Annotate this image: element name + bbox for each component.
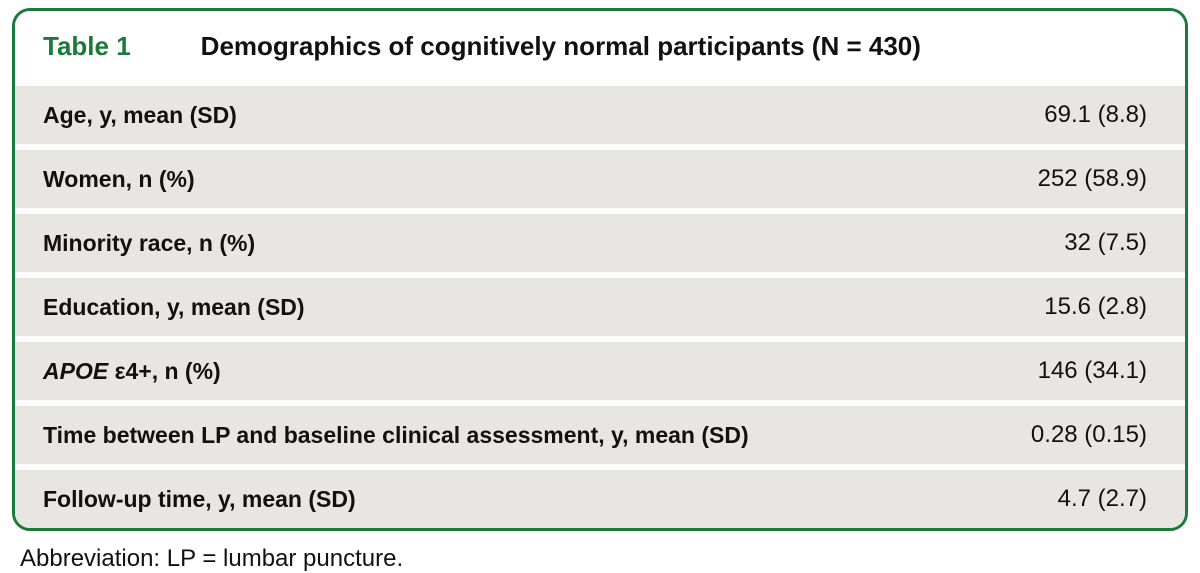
table-row: APOE ε4+, n (%) 146 (34.1) [15, 336, 1185, 400]
table-row: Minority race, n (%) 32 (7.5) [15, 208, 1185, 272]
table-row-label: Age, y, mean (SD) [43, 102, 237, 129]
table-label: Table 1 [43, 31, 131, 62]
page: Table 1 Demographics of cognitively norm… [0, 0, 1200, 553]
table-row: Follow-up time, y, mean (SD) 4.7 (2.7) [15, 464, 1185, 528]
table-row-value: 32 (7.5) [1064, 229, 1157, 257]
table-row-label: Women, n (%) [43, 166, 195, 193]
table-row-label: Minority race, n (%) [43, 230, 255, 257]
table-row: Age, y, mean (SD) 69.1 (8.8) [15, 84, 1185, 144]
table-body: Age, y, mean (SD) 69.1 (8.8) Women, n (%) 2… [15, 84, 1185, 528]
table-row-label: Time between LP and baseline clinical as… [43, 422, 749, 449]
table-row: Women, n (%) 252 (58.9) [15, 144, 1185, 208]
table-row-value: 69.1 (8.8) [1044, 101, 1157, 129]
table-row-value: 0.28 (0.15) [1031, 421, 1157, 449]
table-row-value: 15.6 (2.8) [1044, 293, 1157, 321]
table-header: Table 1 Demographics of cognitively norm… [15, 11, 1185, 84]
table-row-label: APOE ε4+, n (%) [43, 358, 221, 385]
table-title: Demographics of cognitively normal parti… [201, 31, 921, 62]
demographics-table-card: Table 1 Demographics of cognitively norm… [12, 8, 1188, 531]
table-row: Time between LP and baseline clinical as… [15, 400, 1185, 464]
table-row-label: Follow-up time, y, mean (SD) [43, 486, 356, 513]
table-row-value: 252 (58.9) [1038, 165, 1157, 193]
table-row-value: 146 (34.1) [1038, 357, 1157, 385]
table-footer-note: Abbreviation: LP = lumbar puncture. [12, 531, 1188, 573]
table-row-label: Education, y, mean (SD) [43, 294, 305, 321]
table-row: Education, y, mean (SD) 15.6 (2.8) [15, 272, 1185, 336]
table-row-value: 4.7 (2.7) [1058, 485, 1157, 513]
